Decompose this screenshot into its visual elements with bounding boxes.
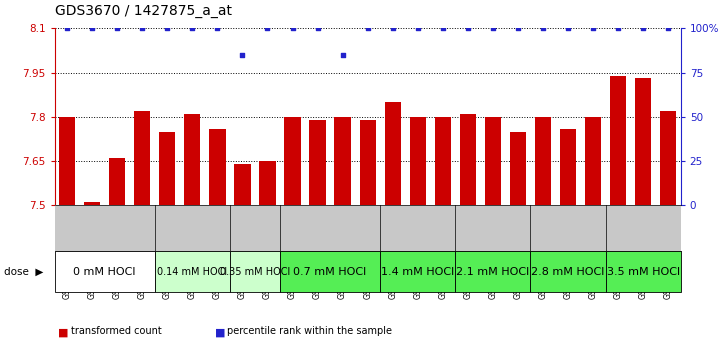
FancyBboxPatch shape: [155, 251, 230, 292]
Text: 0.14 mM HOCl: 0.14 mM HOCl: [157, 267, 227, 277]
Point: [387, 25, 398, 31]
Text: ■: ■: [215, 327, 225, 337]
Bar: [535, 117, 551, 205]
Point: [162, 25, 173, 31]
Bar: [209, 129, 226, 205]
Text: transformed count: transformed count: [71, 326, 162, 336]
Bar: [360, 120, 376, 205]
Bar: [410, 117, 426, 205]
Text: 0 mM HOCl: 0 mM HOCl: [74, 267, 136, 277]
Text: 3.5 mM HOCl: 3.5 mM HOCl: [606, 267, 680, 277]
Point: [462, 25, 474, 31]
Text: 2.8 mM HOCl: 2.8 mM HOCl: [531, 267, 605, 277]
Point: [362, 25, 373, 31]
FancyBboxPatch shape: [230, 251, 280, 292]
Point: [487, 25, 499, 31]
Point: [87, 25, 98, 31]
Point: [537, 25, 549, 31]
Point: [412, 25, 424, 31]
Point: [587, 25, 599, 31]
Text: GDS3670 / 1427875_a_at: GDS3670 / 1427875_a_at: [55, 4, 232, 18]
Text: percentile rank within the sample: percentile rank within the sample: [227, 326, 392, 336]
Point: [287, 25, 298, 31]
FancyBboxPatch shape: [606, 251, 681, 292]
Text: 0.7 mM HOCl: 0.7 mM HOCl: [293, 267, 367, 277]
Bar: [309, 120, 325, 205]
Point: [186, 25, 198, 31]
Bar: [459, 114, 476, 205]
Point: [312, 25, 323, 31]
Bar: [59, 117, 75, 205]
Bar: [184, 114, 200, 205]
FancyBboxPatch shape: [380, 251, 455, 292]
Point: [512, 25, 523, 31]
Point: [212, 25, 223, 31]
Point: [136, 25, 148, 31]
Point: [337, 52, 349, 58]
Bar: [510, 132, 526, 205]
FancyBboxPatch shape: [55, 251, 155, 292]
Bar: [585, 117, 601, 205]
Bar: [259, 161, 276, 205]
Text: ■: ■: [58, 327, 68, 337]
Text: dose  ▶: dose ▶: [4, 267, 43, 277]
Point: [61, 25, 73, 31]
Bar: [635, 79, 652, 205]
Bar: [660, 111, 676, 205]
Bar: [234, 164, 250, 205]
Bar: [134, 111, 151, 205]
Bar: [435, 117, 451, 205]
FancyBboxPatch shape: [531, 251, 606, 292]
Point: [637, 25, 649, 31]
Bar: [560, 129, 576, 205]
FancyBboxPatch shape: [455, 251, 531, 292]
Point: [437, 25, 448, 31]
Text: 2.1 mM HOCl: 2.1 mM HOCl: [456, 267, 529, 277]
Text: 1.4 mM HOCl: 1.4 mM HOCl: [381, 267, 454, 277]
Point: [261, 25, 273, 31]
Bar: [610, 75, 626, 205]
Point: [237, 52, 248, 58]
Point: [662, 25, 674, 31]
Bar: [84, 202, 100, 205]
Text: 0.35 mM HOCl: 0.35 mM HOCl: [220, 267, 290, 277]
Bar: [384, 102, 401, 205]
Bar: [285, 117, 301, 205]
Point: [111, 25, 123, 31]
Bar: [159, 132, 175, 205]
FancyBboxPatch shape: [280, 251, 380, 292]
Bar: [109, 158, 125, 205]
Bar: [334, 117, 351, 205]
Point: [562, 25, 574, 31]
Bar: [485, 117, 501, 205]
Point: [612, 25, 624, 31]
